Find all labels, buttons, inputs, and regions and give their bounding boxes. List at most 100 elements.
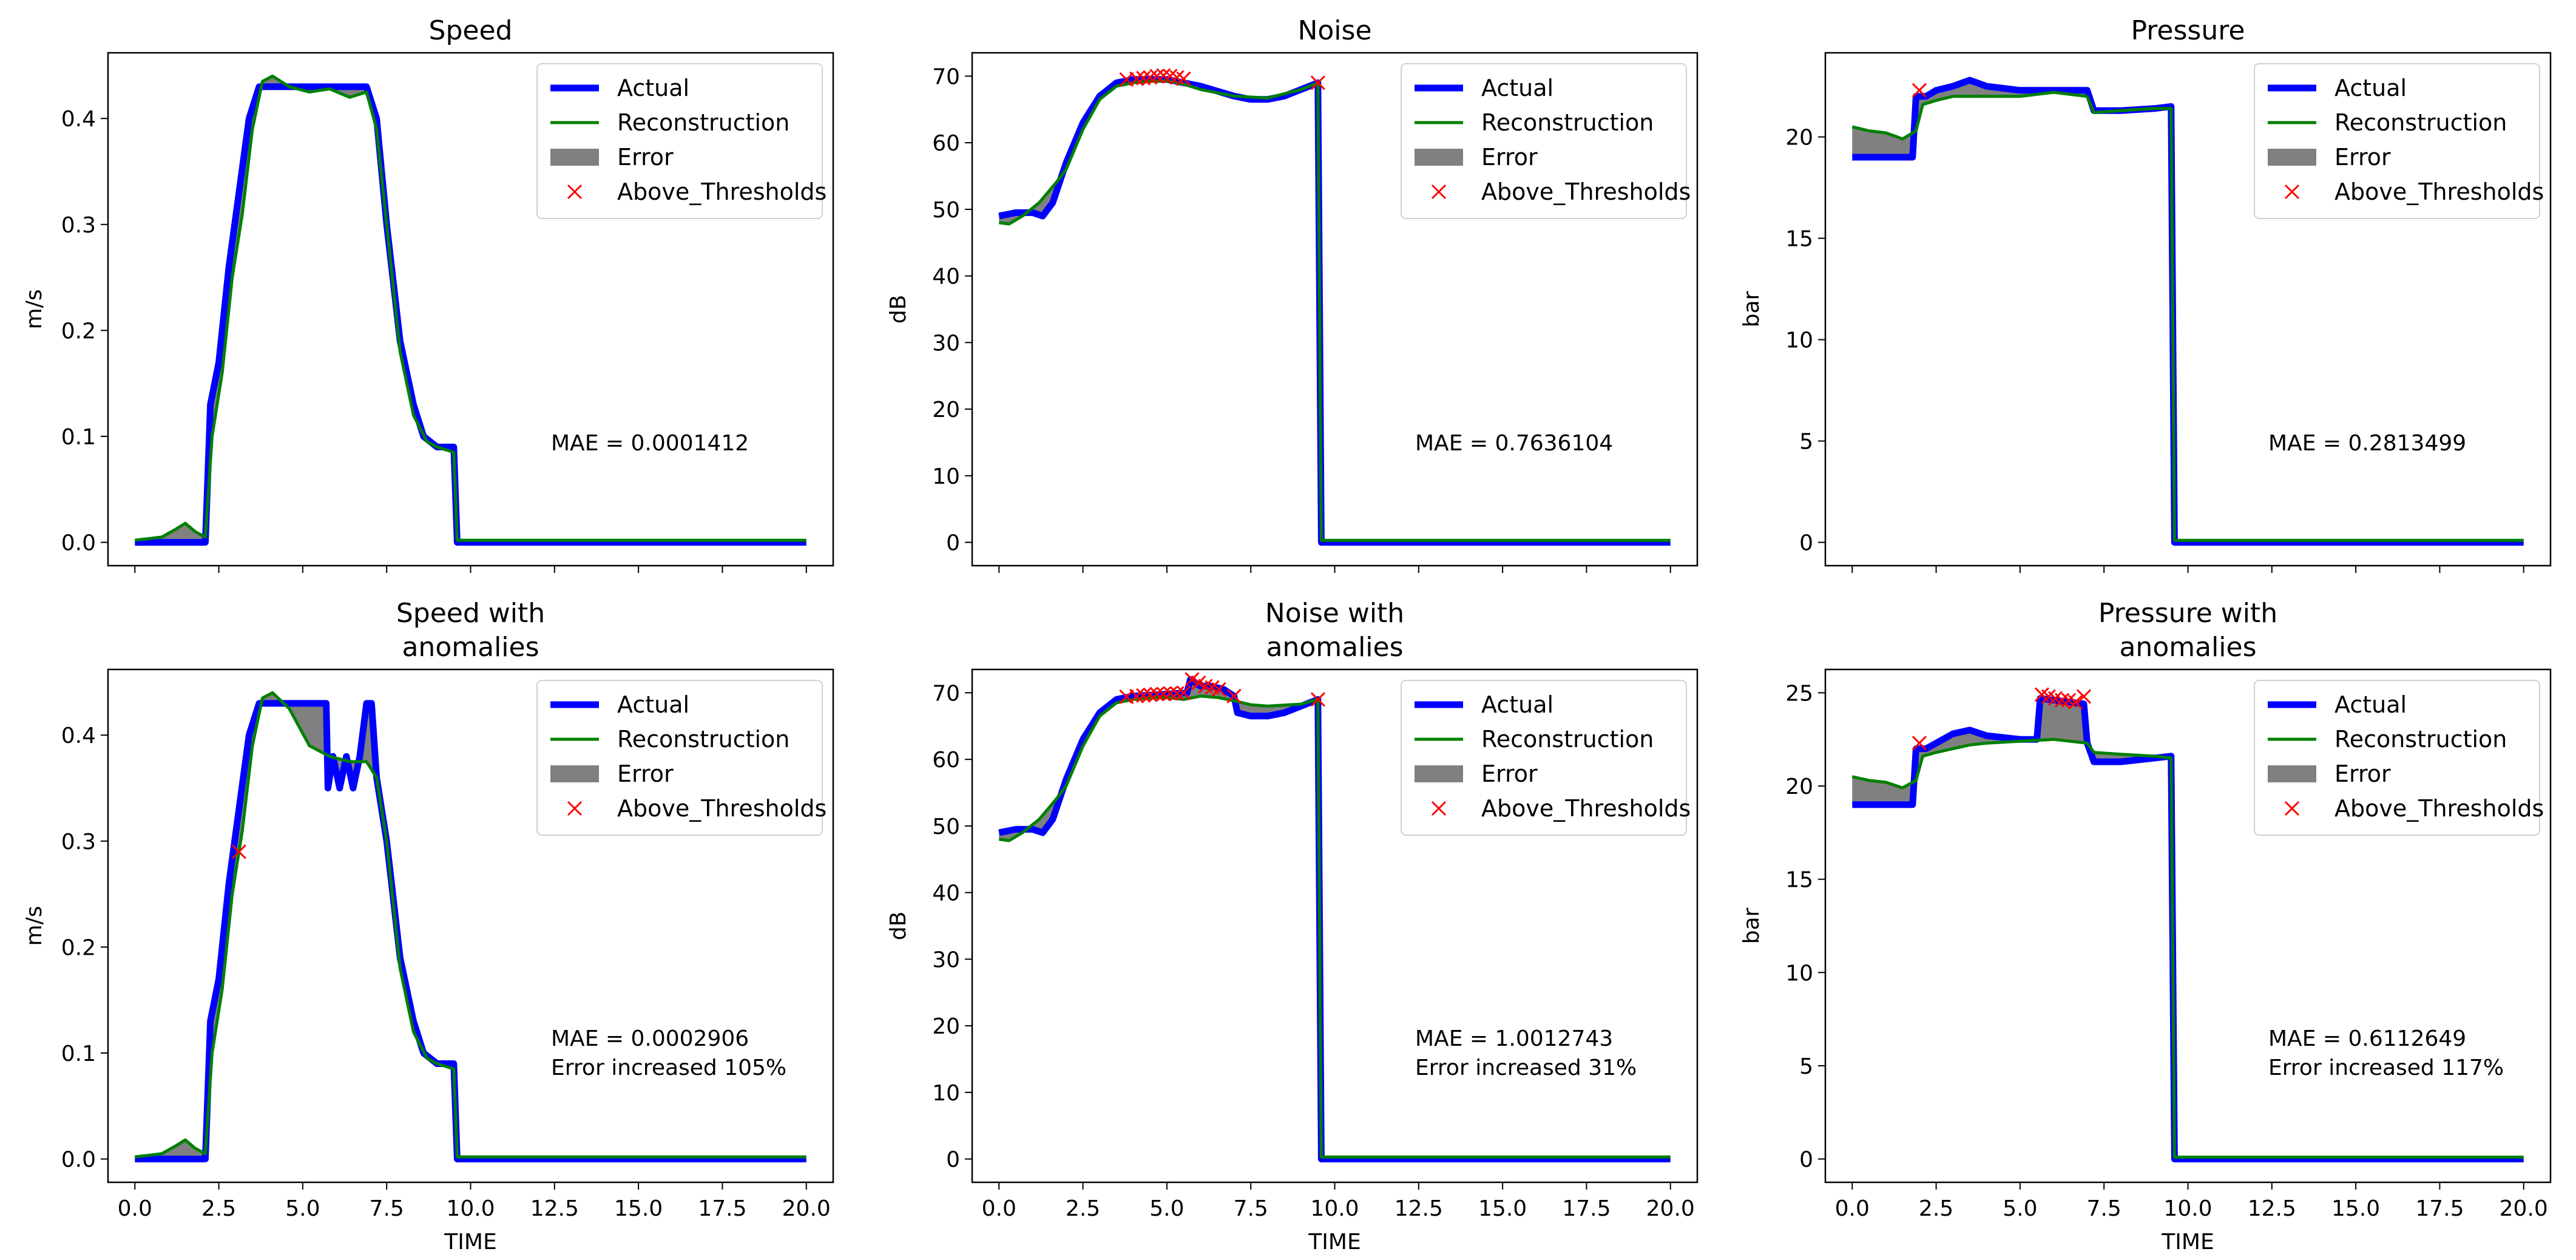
x-tick-label: 5.0 xyxy=(285,1196,320,1221)
legend-label: Above_Thresholds xyxy=(617,795,827,822)
mae-annotation: MAE = 0.6112649 xyxy=(2268,1026,2466,1051)
chart-title: Speed with xyxy=(396,598,545,629)
x-tick-label: 2.5 xyxy=(201,1196,236,1221)
y-tick-label: 20 xyxy=(1785,126,1813,151)
chart-title: Pressure xyxy=(2131,15,2245,46)
legend-label: Above_Thresholds xyxy=(1481,178,1691,205)
y-tick-label: 0.3 xyxy=(61,213,96,238)
legend: Actual Reconstruction Error Above_Threshold… xyxy=(537,680,827,835)
y-tick-label: 0 xyxy=(1799,531,1813,556)
y-axis-label: bar xyxy=(1739,291,1764,327)
y-axis-label: bar xyxy=(1739,907,1764,944)
x-tick-label: 0.0 xyxy=(118,1196,152,1221)
x-tick-label: 20.0 xyxy=(1646,1196,1695,1221)
legend-label: Reconstruction xyxy=(1481,109,1654,136)
y-tick-label: 20 xyxy=(932,398,960,422)
x-tick-label: 2.5 xyxy=(1919,1196,1953,1221)
legend: Actual Reconstruction Error Above_Threshold… xyxy=(2254,680,2544,835)
x-tick-label: 7.5 xyxy=(2087,1196,2121,1221)
y-tick-label: 40 xyxy=(932,265,960,290)
legend: Actual Reconstruction Error Above_Threshold… xyxy=(2254,64,2544,218)
y-axis-label: dB xyxy=(886,295,911,324)
legend-label: Error xyxy=(617,760,674,787)
y-tick-label: 15 xyxy=(1785,868,1813,893)
mae-annotation: MAE = 0.0002906 xyxy=(551,1026,749,1051)
y-tick-label: 0 xyxy=(946,1148,960,1173)
chart-title: Noise with xyxy=(1265,598,1404,629)
chart-title: Noise xyxy=(1297,15,1371,46)
legend: Actual Reconstruction Error Above_Threshold… xyxy=(537,64,827,218)
y-tick-label: 5 xyxy=(1799,1054,1813,1079)
y-tick-label: 10 xyxy=(1785,961,1813,986)
x-tick-label: 2.5 xyxy=(1066,1196,1100,1221)
y-tick-label: 0 xyxy=(1799,1148,1813,1173)
x-tick-label: 15.0 xyxy=(2331,1196,2380,1221)
legend-label: Above_Thresholds xyxy=(2334,178,2544,205)
x-tick-label: 10.0 xyxy=(2163,1196,2212,1221)
y-tick-label: 50 xyxy=(932,815,960,839)
legend-error-swatch xyxy=(1415,149,1463,166)
chart-title: Speed xyxy=(429,15,513,46)
legend-label: Above_Thresholds xyxy=(1481,795,1691,822)
legend-error-swatch xyxy=(550,149,599,166)
x-tick-label: 20.0 xyxy=(782,1196,831,1221)
y-tick-label: 10 xyxy=(1785,328,1813,353)
x-axis-label: TIME xyxy=(444,1230,496,1255)
y-tick-label: 0.1 xyxy=(61,1042,96,1066)
y-tick-label: 70 xyxy=(932,64,960,89)
y-tick-label: 0.0 xyxy=(61,531,96,556)
x-tick-label: 12.5 xyxy=(2248,1196,2296,1221)
mae-annotation: Error increased 31% xyxy=(1415,1055,1637,1080)
x-tick-label: 20.0 xyxy=(2500,1196,2548,1221)
mae-annotation: Error increased 105% xyxy=(551,1055,786,1080)
chart-title: anomalies xyxy=(402,632,539,663)
legend-label: Actual xyxy=(617,75,689,101)
legend-label: Error xyxy=(2334,144,2391,171)
y-tick-label: 5 xyxy=(1799,430,1813,455)
chart-panel-3: Pressurebar05101520ActualReconstructionE… xyxy=(1739,15,2551,573)
legend-error-swatch xyxy=(1415,765,1463,782)
legend-label: Error xyxy=(617,144,674,171)
y-tick-label: 0.3 xyxy=(61,830,96,855)
y-tick-label: 25 xyxy=(1785,681,1813,706)
x-tick-label: 12.5 xyxy=(1394,1196,1443,1221)
y-tick-label: 60 xyxy=(932,131,960,156)
chart-panel-5: Noise withanomaliesdBTIME0.0 2.5 5.0 7.5 10.… xyxy=(886,598,1697,1255)
legend-label: Above_Thresholds xyxy=(2334,795,2544,822)
y-tick-label: 0.4 xyxy=(61,723,96,748)
legend-label: Reconstruction xyxy=(2334,109,2507,136)
legend-label: Actual xyxy=(617,691,689,718)
y-tick-label: 40 xyxy=(932,881,960,906)
chart-title: Pressure with xyxy=(2098,598,2277,629)
legend-label: Reconstruction xyxy=(617,726,789,753)
x-tick-label: 12.5 xyxy=(530,1196,579,1221)
y-tick-label: 0.2 xyxy=(61,935,96,960)
mae-annotation: Error increased 117% xyxy=(2268,1055,2504,1080)
y-tick-label: 10 xyxy=(932,1081,960,1106)
legend-label: Reconstruction xyxy=(2334,726,2507,753)
y-tick-label: 0.1 xyxy=(61,425,96,450)
x-tick-label: 7.5 xyxy=(1234,1196,1268,1221)
y-tick-label: 15 xyxy=(1785,227,1813,252)
y-axis-label: m/s xyxy=(22,290,47,330)
chart-title: anomalies xyxy=(2119,632,2256,663)
x-tick-label: 15.0 xyxy=(1478,1196,1527,1221)
y-tick-label: 0 xyxy=(946,531,960,556)
x-tick-label: 17.5 xyxy=(2415,1196,2464,1221)
x-tick-label: 17.5 xyxy=(698,1196,746,1221)
y-tick-label: 10 xyxy=(932,464,960,489)
y-tick-label: 20 xyxy=(1785,774,1813,799)
y-tick-label: 70 xyxy=(932,681,960,706)
legend-label: Reconstruction xyxy=(1481,726,1654,753)
x-tick-label: 10.0 xyxy=(1310,1196,1359,1221)
legend-error-swatch xyxy=(2268,765,2316,782)
mae-annotation: MAE = 0.0001412 xyxy=(551,431,749,456)
legend: Actual Reconstruction Error Above_Threshold… xyxy=(1401,680,1691,835)
x-tick-label: 17.5 xyxy=(1562,1196,1611,1221)
legend-label: Error xyxy=(1481,144,1538,171)
y-tick-label: 30 xyxy=(932,947,960,972)
legend-label: Reconstruction xyxy=(617,109,789,136)
chart-title: anomalies xyxy=(1266,632,1403,663)
x-axis-label: TIME xyxy=(1308,1230,1361,1255)
